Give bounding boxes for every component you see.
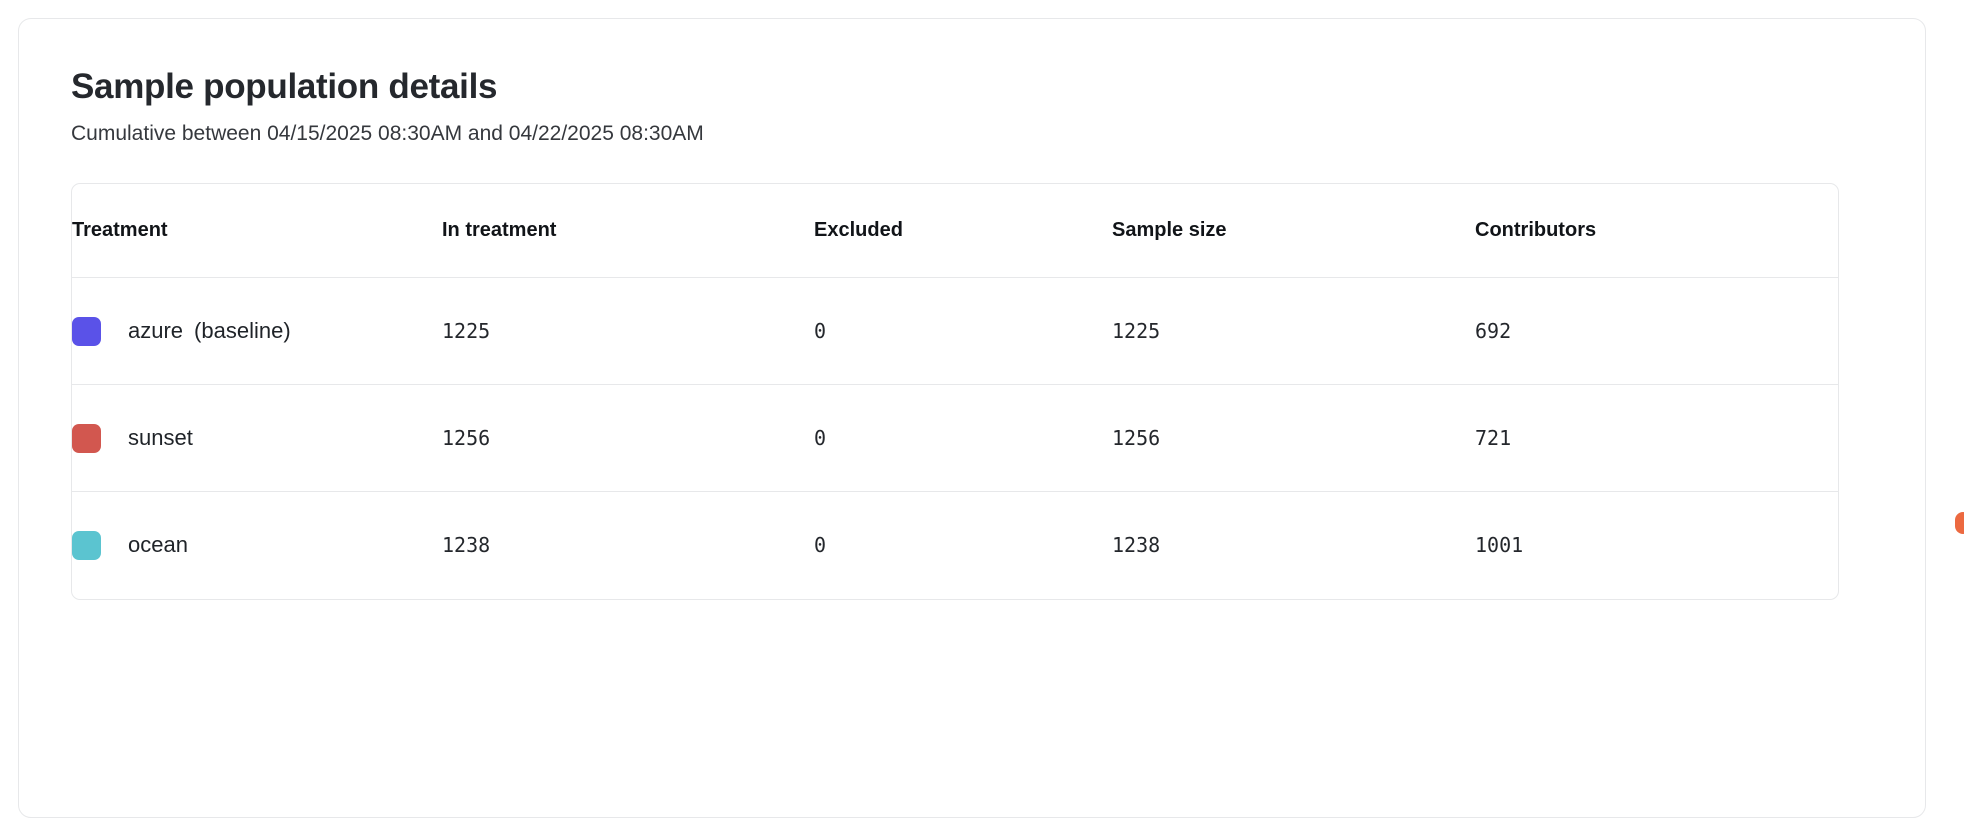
- treatment-cell: sunset: [72, 423, 442, 453]
- sample-population-table: Treatment In treatment Excluded Sample s…: [72, 183, 1838, 599]
- page-subtitle: Cumulative between 04/15/2025 08:30AM an…: [71, 122, 704, 146]
- treatment-color-swatch-icon: [72, 316, 101, 346]
- column-header-sample-size[interactable]: Sample size: [1112, 183, 1475, 279]
- cell-sample-size: 1238: [1112, 533, 1161, 558]
- cell-excluded: 0: [814, 533, 827, 558]
- column-header-contributors[interactable]: Contributors: [1475, 183, 1838, 279]
- treatment-color-swatch-icon: [72, 530, 101, 560]
- column-header-treatment[interactable]: Treatment: [72, 183, 442, 279]
- sample-population-table-panel: Treatment In treatment Excluded Sample s…: [71, 182, 1839, 600]
- table-body: azure (baseline) 1225 0 1225 692: [72, 277, 1838, 599]
- table-row[interactable]: sunset 1256 0 1256 721: [72, 384, 1838, 493]
- edge-marker-icon: [1955, 512, 1964, 534]
- treatment-name: ocean: [128, 532, 188, 558]
- column-header-excluded[interactable]: Excluded: [814, 183, 1112, 279]
- treatment-cell: azure (baseline): [72, 316, 442, 346]
- cell-treatment: sunset: [72, 384, 442, 493]
- cell-in-treatment: 1256: [442, 384, 814, 493]
- table-row[interactable]: azure (baseline) 1225 0 1225 692: [72, 277, 1838, 386]
- baseline-annotation: (baseline): [194, 318, 291, 344]
- column-header-in-treatment[interactable]: In treatment: [442, 183, 814, 279]
- cell-in-treatment: 1225: [442, 277, 814, 386]
- treatment-color-swatch-icon: [72, 423, 101, 453]
- card-body: Sample population details Cumulative bet…: [19, 19, 1925, 600]
- cell-sample-size: 1225: [1112, 277, 1475, 386]
- table-header: Treatment In treatment Excluded Sample s…: [72, 183, 1838, 279]
- cell-treatment: azure (baseline): [72, 277, 442, 386]
- treatment-name: sunset: [128, 425, 193, 451]
- table-header-row: Treatment In treatment Excluded Sample s…: [72, 183, 1838, 279]
- table-row[interactable]: ocean 1238 0 1238 1001: [72, 492, 1838, 599]
- cell-excluded: 0: [814, 277, 1112, 386]
- treatment-cell: ocean: [72, 530, 442, 560]
- cell-contributors: 692: [1475, 277, 1838, 386]
- cell-contributors: 721: [1475, 384, 1838, 493]
- cell-sample-size: 1256: [1112, 384, 1475, 493]
- cell-treatment: ocean: [72, 492, 442, 599]
- cell-in-treatment: 1238: [442, 533, 491, 558]
- treatment-name: azure: [128, 318, 184, 344]
- cell-excluded: 0: [814, 384, 1112, 493]
- sample-population-card: Sample population details Cumulative bet…: [18, 18, 1926, 818]
- cell-contributors: 1001: [1475, 533, 1524, 558]
- page-title: Sample population details: [71, 67, 498, 106]
